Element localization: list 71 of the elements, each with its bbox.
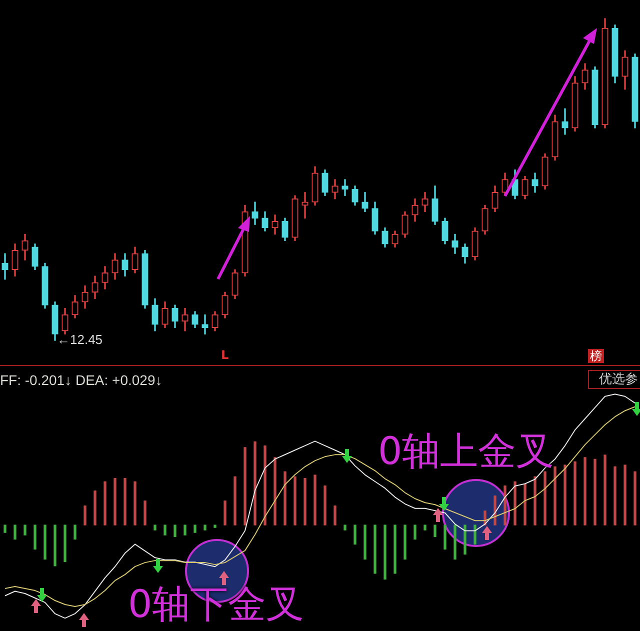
bar (594, 458, 596, 526)
text: L (221, 348, 229, 362)
annotation: ←12.45 (57, 332, 103, 346)
bar (454, 524, 456, 560)
bar (84, 506, 86, 526)
bar (144, 500, 146, 526)
bar (64, 524, 66, 562)
bar (124, 478, 126, 526)
bar (304, 478, 306, 526)
bar (474, 524, 476, 545)
annotation: 0轴上金叉 (378, 429, 554, 473)
bar (524, 484, 526, 526)
bar (354, 524, 356, 545)
bar (274, 457, 276, 526)
bar (14, 524, 16, 540)
bar (544, 471, 546, 526)
bar (114, 478, 116, 526)
bar (584, 457, 586, 526)
bar (154, 524, 156, 530)
bar (94, 490, 96, 526)
text: 优选参 (588, 370, 640, 389)
bar (4, 524, 6, 533)
bar (384, 524, 386, 580)
bar (234, 476, 236, 526)
bar (174, 524, 176, 538)
bar (334, 506, 336, 526)
bar (134, 481, 136, 526)
bar (414, 524, 416, 540)
bar (44, 524, 46, 560)
bar (294, 476, 296, 526)
bar (314, 474, 316, 526)
bar (404, 524, 406, 560)
bar (254, 441, 256, 526)
bar (534, 476, 536, 526)
bar (184, 524, 186, 536)
bar (514, 481, 516, 526)
bar (604, 454, 606, 526)
bar (54, 524, 56, 566)
candlestick (302, 192, 308, 218)
bar (434, 524, 436, 538)
bar (204, 524, 206, 530)
bar (324, 486, 326, 526)
candlestick (202, 314, 208, 334)
bar (624, 464, 626, 526)
bar (164, 524, 166, 536)
bar (424, 524, 426, 530)
bar (244, 447, 246, 526)
bar (564, 464, 566, 526)
bar (194, 524, 196, 533)
text: 榜 (588, 349, 604, 363)
candlestick (342, 179, 348, 196)
bar (344, 524, 346, 530)
bar (224, 500, 226, 526)
bar (74, 524, 76, 540)
bar (614, 466, 616, 526)
text: FF: -0.201↓ DEA: +0.029↓ (0, 372, 162, 388)
bar (634, 471, 636, 526)
bar (374, 524, 376, 574)
bar (24, 524, 26, 536)
bar (34, 524, 36, 550)
bar (464, 524, 466, 555)
bar (554, 466, 556, 526)
bar (104, 481, 106, 526)
bar (574, 461, 576, 526)
bar (214, 524, 216, 528)
bar (364, 524, 366, 560)
bar (394, 524, 396, 574)
bar (504, 486, 506, 526)
bar (264, 445, 266, 526)
bar (284, 471, 286, 526)
bar (444, 524, 446, 550)
